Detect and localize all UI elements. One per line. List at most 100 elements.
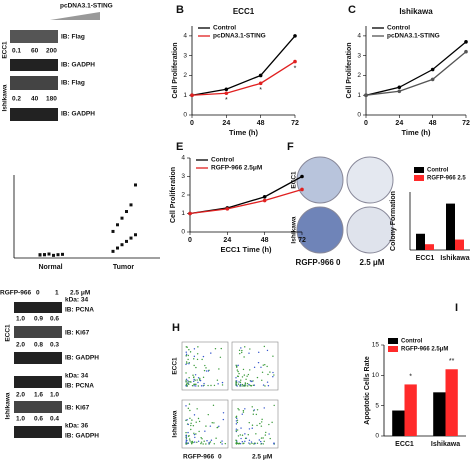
x-tick-label: Tumor [113,264,135,271]
blot-num: 0.3 [50,342,59,349]
x-tick-label: ECC1 [395,441,414,448]
blot-bands [14,302,62,438]
y-tick-label: 3 [357,52,361,59]
image-label: 2.5 μM [360,258,385,267]
point [134,233,137,237]
x-tick-label: Normal [38,264,62,271]
point [300,174,304,179]
blot-label: IB: GADPH [61,62,95,69]
blot-label: IB: GADPH [61,111,95,118]
series-line [191,61,296,96]
point [397,85,402,90]
y-tick-label: 10 [372,372,380,379]
point [120,216,124,220]
blot-bands [10,30,58,121]
panel-letter: B [176,4,184,16]
x-tick-label: 24 [222,120,230,127]
y-tick-label: 0 [183,112,187,119]
y-tick-label: 1 [357,92,361,99]
x-axis-label: Time (h) [229,128,259,137]
point [364,93,368,98]
legend-label: Control [401,339,423,345]
y-tick-label: 5 [375,402,379,409]
blot-dose: 2.5 μM [70,290,90,297]
blot-num: 200 [46,48,57,55]
blot-num: 0.9 [34,316,43,323]
x-tick-label: 48 [257,120,265,127]
legend-label: Control [211,157,234,164]
x-axis-label: Time (h) [401,128,431,137]
bar [446,203,455,250]
point [293,59,297,64]
annotation: * [225,97,228,104]
y-tick-label: 0 [357,112,361,119]
gradient-wedge [50,12,100,20]
blot-num: 2.0 [16,342,25,349]
blot-num: 0.2 [12,96,21,103]
image-label: 0 [218,454,222,461]
annotation: * [409,373,412,380]
x-tick-label: 24 [223,237,231,244]
bar [425,244,434,250]
blot-label: IB: PCNA [65,383,94,390]
x-tick-label: 24 [395,120,403,127]
panel-letter: H [172,322,180,334]
x-tick-label: 0 [364,120,368,127]
annotation: * [294,65,297,72]
x-tick-label: 72 [298,237,306,244]
bar [433,392,446,436]
y-tick-label: 4 [181,155,185,162]
point [464,40,468,44]
annotation: * [259,87,262,94]
x-tick-label: ECC1 [416,255,435,262]
blot-label: IB: Ki67 [65,330,90,337]
chart-title: Ishikawa [399,7,433,16]
point [125,210,128,214]
series-line [189,188,303,215]
bar [392,410,405,436]
y-tick-label: 4 [183,33,187,40]
blot-num: 0.1 [12,48,21,55]
point [43,253,46,257]
image-label: RGFP-966 [183,454,214,461]
blot-line: Ishikawa [2,84,9,111]
blot-line: ECC1 [2,41,9,59]
y-tick-label: 15 [372,342,380,349]
blot-kda: kDa: 36 [65,423,89,430]
legend-label: Control [387,25,410,32]
x-tick-label: 0 [190,120,194,127]
series-line [365,41,467,96]
chart-title: ECC1 [233,7,255,16]
blot-label: IB: Flag [61,80,85,87]
legend-swatch [414,175,424,181]
point [38,253,42,257]
y-tick-label: 1 [181,210,185,217]
point [397,89,402,94]
legend-label: RGFP-966 2.5μM [401,347,448,353]
image-label: RGFP-966 0 [296,258,341,267]
point [262,198,267,203]
legend-label: RGFP-966 2.5 [427,176,466,182]
y-axis-label: Colony Formation [390,191,397,251]
y-axis-label: Cell Proliferation [172,42,179,98]
x-tick-label: 0 [188,237,192,244]
blot-label: pcDNA3.1-STING [60,3,113,10]
image-label: ECC1 [172,357,179,375]
point [116,223,119,227]
point [47,252,51,256]
legend-label: Control [213,25,236,32]
point [225,207,230,211]
blot-label: IB: Ki67 [65,405,90,412]
series-line [191,35,296,96]
point [224,87,229,92]
legend-label: pcDNA3.1-STING [387,33,440,40]
flow-plots [181,341,279,449]
point [125,239,128,243]
blot-num: 0.6 [50,316,59,323]
x-axis-label: ECC1 Time (h) [220,245,272,254]
y-tick-label: 2 [183,72,187,79]
y-tick-label: 3 [183,52,187,59]
panel-letter: C [348,4,356,16]
image-label: Ishikawa [291,216,298,243]
image-label: ECC1 [291,171,298,189]
